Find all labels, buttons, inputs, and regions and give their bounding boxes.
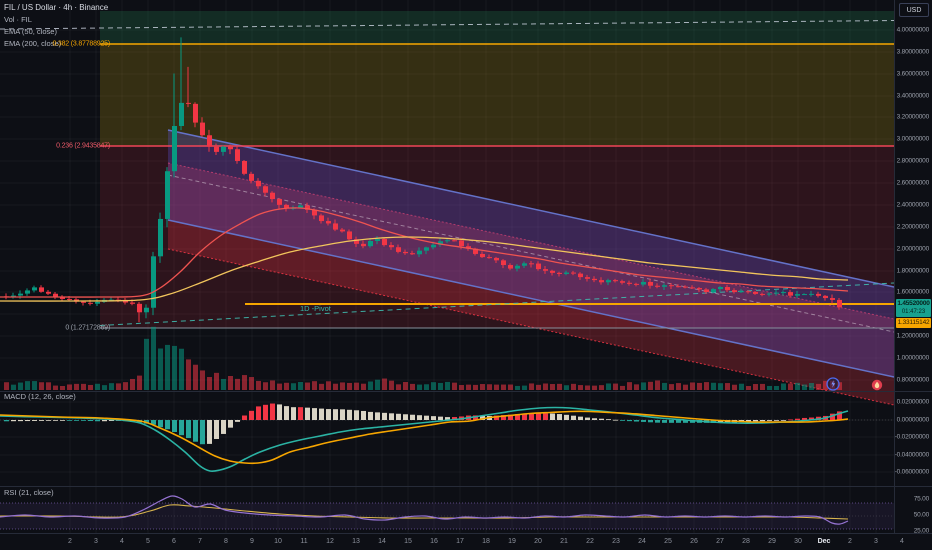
time-tick: 23 xyxy=(612,538,620,545)
time-tick: 5 xyxy=(146,538,150,545)
current-price-value: 1.45520000 xyxy=(897,300,930,307)
rsi-axis-tick: 75.00 xyxy=(913,495,929,503)
price-tick: 2.20000000 xyxy=(896,223,930,231)
legend-volume[interactable]: Vol · FIL xyxy=(4,15,32,24)
price-tick: 1.00000000 xyxy=(896,354,930,362)
time-tick: 4 xyxy=(120,538,124,545)
time-tick: 30 xyxy=(794,538,802,545)
bar-countdown: 01:47:23 xyxy=(901,309,926,315)
price-tick: 3.20000000 xyxy=(896,113,930,121)
price-tick: 4.00000000 xyxy=(896,26,930,34)
macd-pane xyxy=(0,403,895,473)
time-tick: 3 xyxy=(874,538,878,545)
time-tick: 25 xyxy=(664,538,672,545)
price-tick: 1.60000000 xyxy=(896,288,930,296)
time-tick: 19 xyxy=(508,538,516,545)
time-tick: 3 xyxy=(94,538,98,545)
time-tick: 27 xyxy=(716,538,724,545)
candles xyxy=(4,37,842,323)
macd-pane-label[interactable]: MACD (12, 26, close) xyxy=(4,392,76,401)
time-tick: 24 xyxy=(638,538,646,545)
macd-axis-tick: -0.02000000 xyxy=(894,433,930,441)
time-tick: 16 xyxy=(430,538,438,545)
time-tick: 26 xyxy=(690,538,698,545)
fib-level-label: 0 (1.27172869) xyxy=(65,324,110,332)
price-tick: 3.00000000 xyxy=(896,135,930,143)
price-tick: 2.40000000 xyxy=(896,201,930,209)
legend-ema50[interactable]: EMA (50, close) xyxy=(4,27,57,36)
price-tick: 2.60000000 xyxy=(896,179,930,187)
time-tick: 10 xyxy=(274,538,282,545)
macd-axis-tick: -0.04000000 xyxy=(894,451,930,459)
flame-icon[interactable] xyxy=(871,379,883,391)
price-tick: 3.80000000 xyxy=(896,48,930,56)
time-tick: 28 xyxy=(742,538,750,545)
price-tick: 3.40000000 xyxy=(896,92,930,100)
price-tick: 2.80000000 xyxy=(896,157,930,165)
time-tick: 22 xyxy=(586,538,594,545)
time-tick: 4 xyxy=(900,538,904,545)
time-tick: 21 xyxy=(560,538,568,545)
time-tick: 14 xyxy=(378,538,386,545)
currency-button[interactable]: USD xyxy=(899,3,929,17)
symbol-title[interactable]: FIL / US Dollar · 4h · Binance xyxy=(4,3,109,12)
main-pane xyxy=(0,11,895,406)
time-tick: 20 xyxy=(534,538,542,545)
price-tick: 1.80000000 xyxy=(896,267,930,275)
current-price-badge: 1.45520000 01:47:23 xyxy=(896,299,931,317)
time-tick: 29 xyxy=(768,538,776,545)
time-tick: 9 xyxy=(250,538,254,545)
price-tick: 2.00000000 xyxy=(896,245,930,253)
time-tick: 2 xyxy=(68,538,72,545)
time-tick: 6 xyxy=(172,538,176,545)
time-tick: Dec xyxy=(817,538,831,545)
macd-axis-tick: 0.02000000 xyxy=(896,398,930,406)
time-tick: 8 xyxy=(224,538,228,545)
price-tick: 1.20000000 xyxy=(896,332,930,340)
time-tick: 2 xyxy=(848,538,852,545)
time-tick: 11 xyxy=(300,538,308,545)
price-axis[interactable]: 4.00000000 3.80000000 3.60000000 3.40000000… xyxy=(894,0,932,535)
grid xyxy=(0,0,895,534)
fib-level-label: 0.382 (3.87788925) xyxy=(52,40,110,48)
time-tick: 13 xyxy=(352,538,360,545)
macd-axis-tick: 0.00000000 xyxy=(896,416,930,424)
chart-legend: FIL / US Dollar · 4h · Binance Vol · FIL… xyxy=(4,2,108,49)
price-tick: 0.80000000 xyxy=(896,376,930,384)
lightning-icon[interactable] xyxy=(826,377,840,391)
time-tick: 12 xyxy=(326,538,334,545)
price-tick: 3.60000000 xyxy=(896,70,930,78)
rsi-pane xyxy=(0,495,895,530)
time-tick: 7 xyxy=(198,538,202,545)
pivot-line-label[interactable]: 1D -Pivot xyxy=(300,304,331,313)
rsi-axis-tick: 25.00 xyxy=(913,527,929,535)
time-tick: 17 xyxy=(456,538,464,545)
time-axis[interactable]: 2 3 4 5 6 7 8 9 10 11 12 13 14 15 16 17 18 19 20 21 22 23 24 25… xyxy=(0,534,932,550)
fib-level-label: 0.236 (2.9435847) xyxy=(56,142,110,150)
macd-axis-tick: -0.06000000 xyxy=(894,468,930,476)
rsi-axis-tick: 50.00 xyxy=(913,511,929,519)
volume-bars xyxy=(4,326,842,390)
rsi-pane-label[interactable]: RSI (21, close) xyxy=(4,488,54,497)
time-tick: 18 xyxy=(482,538,490,545)
time-tick: 15 xyxy=(404,538,412,545)
pivot-price-badge: 1.33115142 xyxy=(896,318,931,328)
legend-ema200[interactable]: EMA (200, close) xyxy=(4,39,62,48)
